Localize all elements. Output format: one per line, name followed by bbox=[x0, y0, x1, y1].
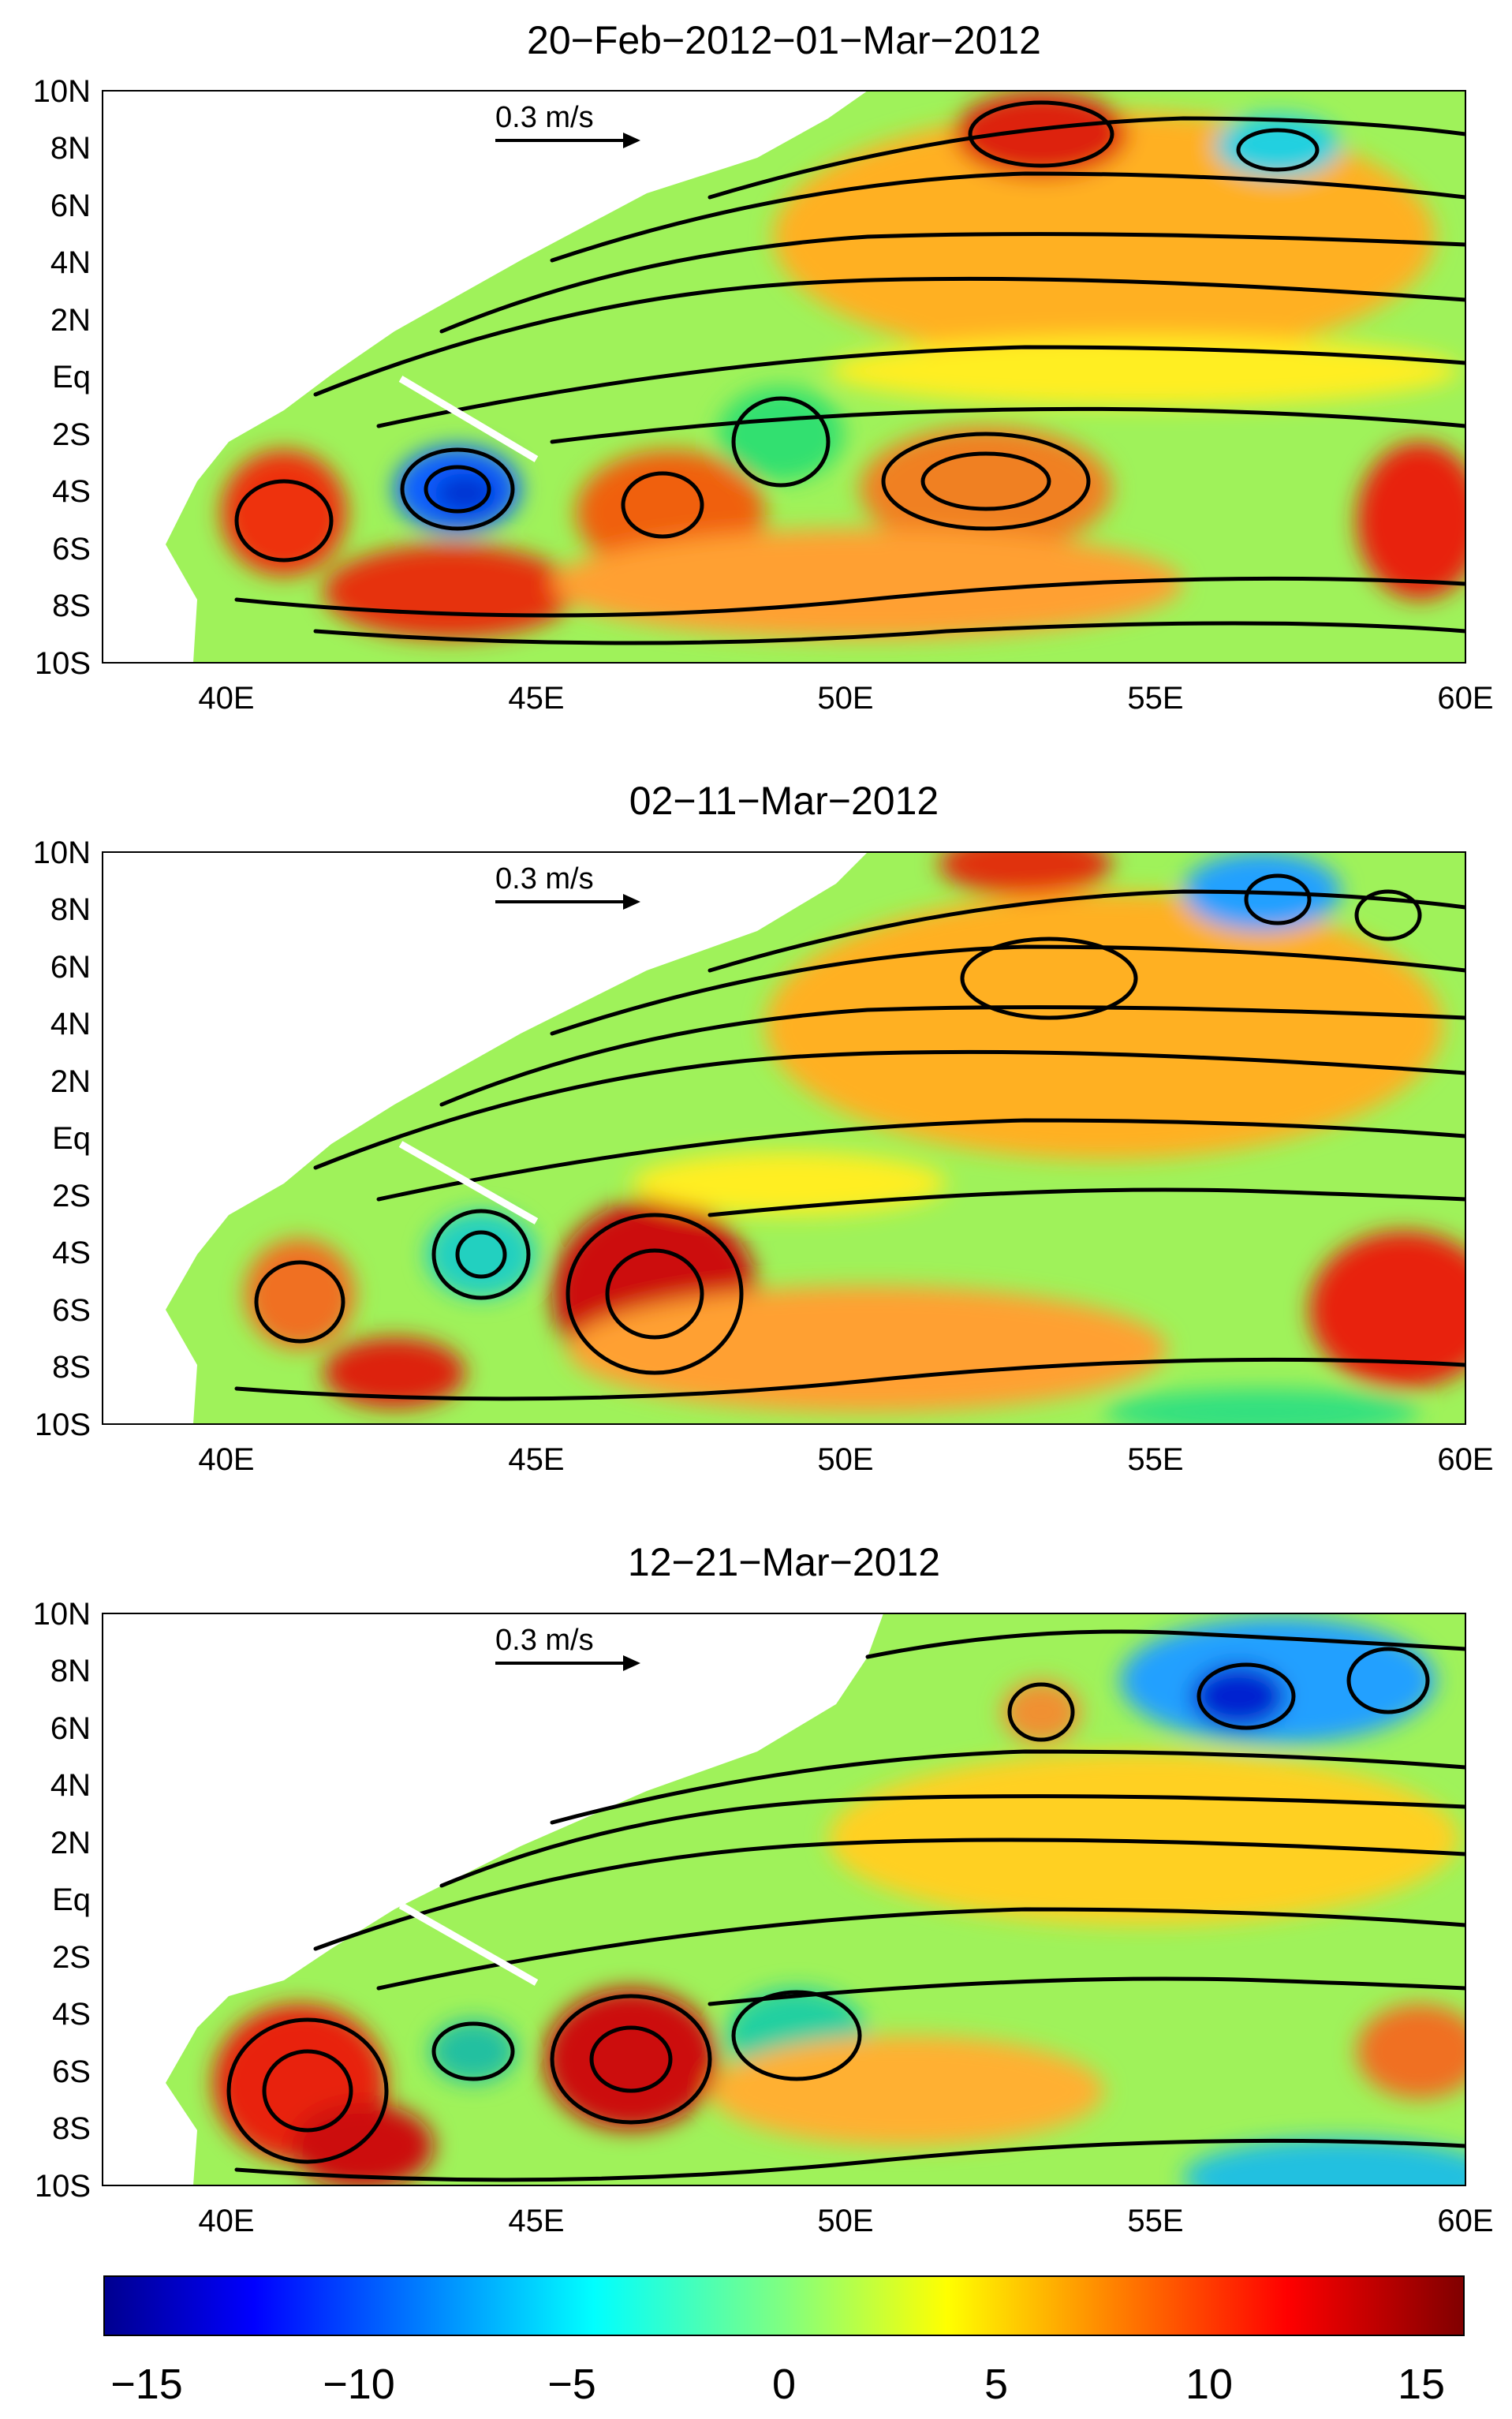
lon-tick: 55E bbox=[1127, 1442, 1183, 1477]
lon-tick: 60E bbox=[1437, 2204, 1493, 2238]
lon-tick: 45E bbox=[508, 1442, 564, 1477]
colorbar-gradient bbox=[103, 2275, 1465, 2336]
lat-tick: 8N bbox=[50, 1654, 91, 1688]
lat-tick: 10S bbox=[35, 1408, 91, 1442]
panel-3: 12−21−Mar−2012 bbox=[33, 1540, 1494, 2238]
lat-tick: 2S bbox=[52, 1940, 91, 1975]
lat-tick: 6N bbox=[50, 950, 91, 985]
lat-tick: 6N bbox=[50, 189, 91, 223]
plot-frame bbox=[102, 851, 1466, 1425]
lat-tick: Eq bbox=[52, 360, 91, 394]
longitude-ticks: 40E 45E 50E 55E 60E bbox=[198, 2204, 1493, 2238]
reference-arrow: 0.3 m/s bbox=[495, 1624, 640, 1671]
longitude-ticks: 40E 45E 50E 55E 60E bbox=[198, 681, 1493, 716]
longitude-ticks: 40E 45E 50E 55E 60E bbox=[198, 1442, 1493, 1477]
colorbar-tick: 15 bbox=[1398, 2361, 1445, 2408]
lon-tick: 55E bbox=[1127, 2204, 1183, 2238]
lat-tick: 10N bbox=[33, 1597, 91, 1632]
lat-tick: 8N bbox=[50, 892, 91, 927]
lat-tick: 10N bbox=[33, 74, 91, 109]
lat-tick: Eq bbox=[52, 1882, 91, 1917]
current-vectors bbox=[234, 873, 1465, 1401]
lat-tick: 2N bbox=[50, 303, 91, 338]
latitude-ticks: 10N 8N 6N 4N 2N Eq 2S 4S 6S 8S 10S bbox=[33, 836, 91, 1442]
latitude-ticks: 10N 8N 6N 4N 2N Eq 2S 4S 6S 8S 10S bbox=[33, 1597, 91, 2204]
current-vectors bbox=[226, 1629, 1465, 2182]
colorbar: −15 −10 −5 0 5 10 15 bbox=[103, 2275, 1465, 2408]
lat-tick: Eq bbox=[52, 1121, 91, 1156]
lon-tick: 40E bbox=[198, 1442, 254, 1477]
lat-tick: 4N bbox=[50, 245, 91, 280]
lat-tick: 6S bbox=[52, 532, 91, 566]
reference-vector-label: 0.3 m/s bbox=[495, 101, 594, 134]
latitude-ticks: 10N 8N 6N 4N 2N Eq 2S 4S 6S 8S 10S bbox=[33, 74, 91, 681]
section-line bbox=[398, 1141, 539, 1224]
lat-tick: 4S bbox=[52, 1236, 91, 1270]
lon-tick: 60E bbox=[1437, 1442, 1493, 1477]
lon-tick: 50E bbox=[817, 2204, 873, 2238]
section-line bbox=[398, 376, 539, 462]
section-line bbox=[398, 1902, 539, 1986]
lon-tick: 50E bbox=[817, 681, 873, 716]
colorbar-tick: 0 bbox=[772, 2361, 796, 2408]
lon-tick: 40E bbox=[198, 2204, 254, 2238]
colorbar-tick: −10 bbox=[323, 2361, 395, 2408]
colorbar-tick: −15 bbox=[110, 2361, 183, 2408]
current-vectors bbox=[234, 100, 1465, 645]
lat-tick: 10S bbox=[35, 646, 91, 681]
ocean-field bbox=[166, 91, 1465, 663]
lat-tick: 10N bbox=[33, 836, 91, 870]
lon-tick: 40E bbox=[198, 681, 254, 716]
colorbar-tick: 5 bbox=[984, 2361, 1008, 2408]
reference-arrow: 0.3 m/s bbox=[495, 101, 640, 148]
panel-title: 12−21−Mar−2012 bbox=[628, 1540, 940, 1584]
colorbar-ticks: −15 −10 −5 0 5 10 15 bbox=[110, 2361, 1445, 2408]
lon-tick: 55E bbox=[1127, 681, 1183, 716]
colorbar-tick: 10 bbox=[1185, 2361, 1233, 2408]
lat-tick: 6S bbox=[52, 2054, 91, 2089]
lon-tick: 45E bbox=[508, 681, 564, 716]
lat-tick: 8N bbox=[50, 131, 91, 166]
lat-tick: 4N bbox=[50, 1007, 91, 1041]
panel-1: 20−Feb−2012−01−Mar−2012 bbox=[33, 18, 1494, 716]
colour-anomalies bbox=[245, 852, 1465, 1424]
lat-tick: 8S bbox=[52, 589, 91, 623]
ocean-field bbox=[166, 852, 1465, 1424]
panel-title: 20−Feb−2012−01−Mar−2012 bbox=[527, 18, 1041, 62]
plot-frame bbox=[102, 1613, 1466, 2186]
lat-tick: 2S bbox=[52, 1179, 91, 1213]
panel-title: 02−11−Mar−2012 bbox=[629, 779, 939, 823]
lat-tick: 6N bbox=[50, 1711, 91, 1746]
lat-tick: 8S bbox=[52, 2111, 91, 2146]
lat-tick: 2S bbox=[52, 417, 91, 452]
lon-tick: 45E bbox=[508, 2204, 564, 2238]
reference-arrow: 0.3 m/s bbox=[495, 862, 640, 910]
lat-tick: 8S bbox=[52, 1350, 91, 1385]
lat-tick: 4S bbox=[52, 474, 91, 509]
colorbar-tick: −5 bbox=[547, 2361, 596, 2408]
lat-tick: 6S bbox=[52, 1293, 91, 1328]
lat-tick: 2N bbox=[50, 1064, 91, 1099]
lat-tick: 4N bbox=[50, 1768, 91, 1803]
lat-tick: 4S bbox=[52, 1997, 91, 2032]
lon-tick: 60E bbox=[1437, 681, 1493, 716]
plot-frame bbox=[102, 90, 1466, 664]
panel-2: 02−11−Mar−2012 bbox=[33, 779, 1494, 1477]
reference-vector-label: 0.3 m/s bbox=[495, 862, 594, 895]
ocean-field bbox=[166, 1613, 1465, 2185]
lat-tick: 10S bbox=[35, 2169, 91, 2204]
lat-tick: 2N bbox=[50, 1826, 91, 1860]
reference-vector-label: 0.3 m/s bbox=[495, 1624, 594, 1657]
lon-tick: 50E bbox=[817, 1442, 873, 1477]
